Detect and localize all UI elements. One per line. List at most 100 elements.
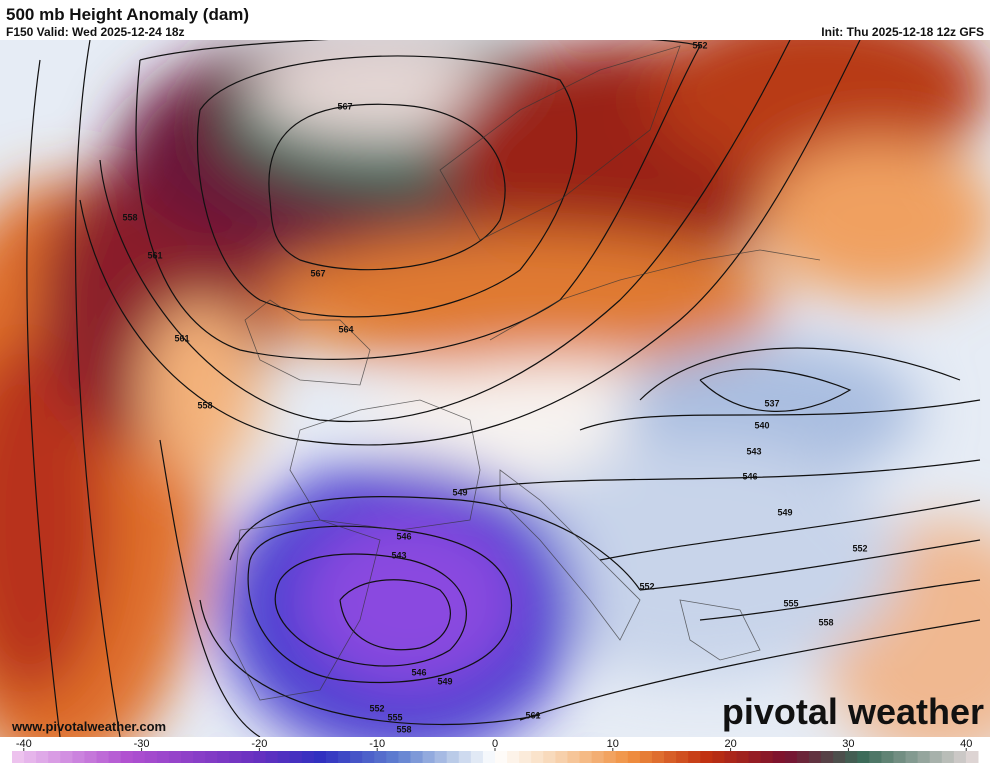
contour-label: 546 bbox=[742, 471, 757, 481]
colorbar-cell bbox=[168, 751, 182, 763]
contour-label: 561 bbox=[525, 710, 540, 720]
colorbar-cell bbox=[48, 751, 61, 763]
colorbar-cell bbox=[482, 751, 496, 763]
init-time: Init: Thu 2025-12-18 12z GFS bbox=[821, 25, 984, 39]
colorbar-cell bbox=[277, 751, 291, 763]
colorbar-tick-label: 0 bbox=[492, 738, 498, 750]
colorbar-cell bbox=[833, 751, 846, 763]
colorbar-cell bbox=[470, 751, 484, 763]
colorbar-cell bbox=[181, 751, 194, 763]
colorbar-cell bbox=[688, 751, 701, 763]
website: www.pivotalweather.com bbox=[11, 719, 166, 734]
colorbar-cell bbox=[72, 751, 85, 763]
contour-label: 558 bbox=[818, 617, 833, 627]
colorbar-cell bbox=[350, 751, 363, 763]
colorbar-cell bbox=[156, 751, 170, 763]
colorbar: -40 -30 -20 -10 0 10 20 30 40 bbox=[12, 738, 979, 763]
colorbar-cell bbox=[507, 751, 520, 763]
colorbar-tick-label: -30 bbox=[134, 738, 150, 750]
contour-label: 564 bbox=[338, 324, 353, 334]
colorbar-tick-label: -40 bbox=[16, 738, 32, 750]
contour-label: 537 bbox=[764, 398, 779, 408]
colorbar-cell bbox=[579, 751, 593, 763]
colorbar-cell bbox=[144, 751, 158, 763]
colorbar-cell bbox=[784, 751, 798, 763]
colorbar-cell bbox=[615, 751, 629, 763]
colorbar-cell bbox=[700, 751, 713, 763]
height-contours bbox=[26, 40, 981, 737]
contour-label: 561 bbox=[174, 333, 189, 343]
contour-label: 543 bbox=[746, 446, 761, 456]
colorbar-tick-label: 20 bbox=[724, 738, 736, 750]
colorbar-cell bbox=[241, 751, 254, 763]
contour-label: 555 bbox=[387, 712, 402, 722]
colorbar-cell bbox=[905, 751, 919, 763]
colorbar-cell bbox=[857, 751, 870, 763]
colorbar-cell bbox=[338, 751, 351, 763]
colorbar-cell bbox=[555, 751, 568, 763]
contour-label: 540 bbox=[754, 420, 769, 430]
colorbar-cell bbox=[676, 751, 689, 763]
colorbar-cell bbox=[627, 751, 641, 763]
contour-label: 549 bbox=[437, 676, 452, 686]
contour-label: 567 bbox=[337, 101, 352, 111]
contour-label: 552 bbox=[852, 543, 867, 553]
colorbar-cell bbox=[531, 751, 544, 763]
colorbar-cell bbox=[821, 751, 834, 763]
colorbar-cell bbox=[205, 751, 218, 763]
colorbar-cell bbox=[253, 751, 267, 763]
colorbar-cell bbox=[772, 751, 786, 763]
colorbar-cell bbox=[325, 751, 339, 763]
colorbar-tick-label: 40 bbox=[960, 738, 972, 750]
colorbar-cell bbox=[845, 751, 858, 763]
colorbar-cell bbox=[736, 751, 750, 763]
colorbar-cell bbox=[519, 751, 532, 763]
colorbar-tick-label: 10 bbox=[607, 738, 619, 750]
colorbar-cell bbox=[313, 751, 327, 763]
colorbar-cell bbox=[410, 751, 424, 763]
colorbar-tick-label: -20 bbox=[251, 738, 267, 750]
colorbar-cell bbox=[12, 751, 25, 763]
colorbar-cell bbox=[229, 751, 242, 763]
contour-labels: 552 567 558 561 567 564 561 558 537 540 543 546 549 5… bbox=[122, 40, 867, 734]
colorbar-cell bbox=[953, 751, 967, 763]
contour-label: 549 bbox=[452, 487, 467, 497]
contour-label: 546 bbox=[411, 667, 426, 677]
contour-label: 558 bbox=[197, 400, 212, 410]
colorbar-cell bbox=[567, 751, 581, 763]
colorbar-cell bbox=[132, 751, 146, 763]
colorbar-cell bbox=[289, 751, 303, 763]
colorbar-cell bbox=[724, 751, 737, 763]
colorbar-cell bbox=[748, 751, 762, 763]
colorbar-cell bbox=[881, 751, 894, 763]
colorbar-cell bbox=[398, 751, 411, 763]
colorbar-cell bbox=[301, 751, 315, 763]
colorbar-cell bbox=[796, 751, 810, 763]
colorbar-cell bbox=[434, 751, 448, 763]
colorbar-cell bbox=[24, 751, 37, 763]
colorbar-cell bbox=[374, 751, 387, 763]
colorbar-cell bbox=[386, 751, 399, 763]
contour-label: 558 bbox=[396, 724, 411, 734]
colorbar-cell bbox=[193, 751, 206, 763]
colorbar-cell bbox=[458, 751, 472, 763]
colorbar-cell bbox=[917, 751, 931, 763]
contour-label: 561 bbox=[147, 250, 162, 260]
colorbar-tick-label: 30 bbox=[842, 738, 854, 750]
contour-label: 558 bbox=[122, 212, 137, 222]
colorbar-cell bbox=[591, 751, 605, 763]
colorbar-cell bbox=[712, 751, 725, 763]
colorbar-cell bbox=[60, 751, 73, 763]
contour-label: 552 bbox=[369, 703, 384, 713]
colorbar-cell bbox=[446, 751, 460, 763]
colorbar-cell bbox=[495, 751, 508, 763]
contour-label: 552 bbox=[692, 40, 707, 50]
contour-label: 567 bbox=[310, 268, 325, 278]
colorbar-cell bbox=[422, 751, 436, 763]
colorbar-cell bbox=[217, 751, 230, 763]
colorbar-cell bbox=[96, 751, 110, 763]
colorbar-cell bbox=[929, 751, 943, 763]
valid-time: F150 Valid: Wed 2025-12-24 18z bbox=[6, 25, 185, 39]
